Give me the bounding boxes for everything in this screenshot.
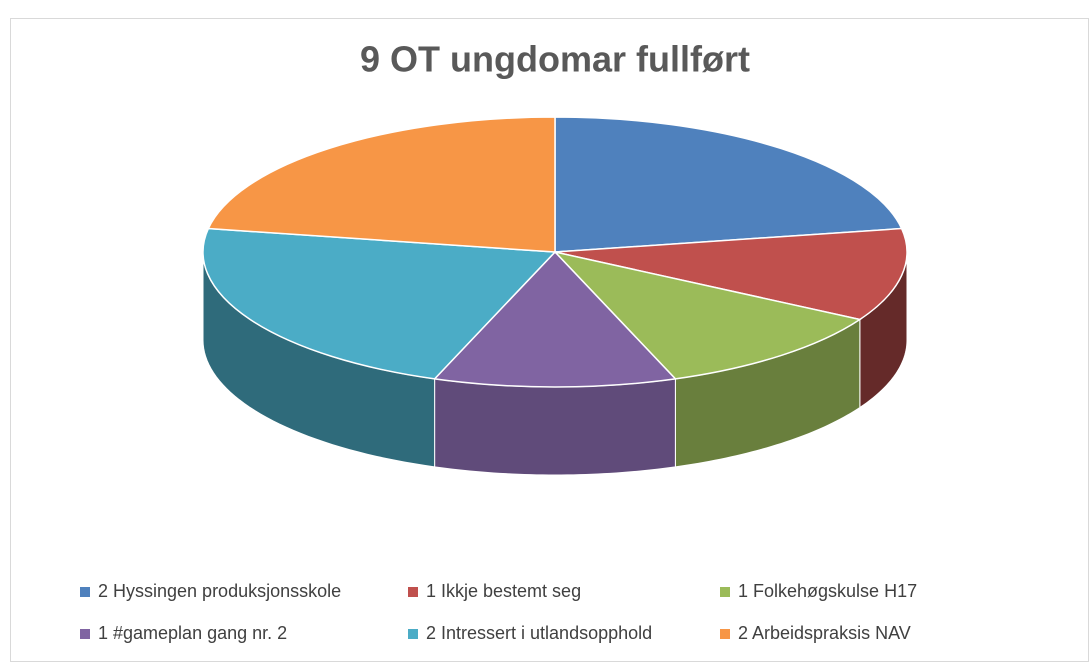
legend-label: 1 #gameplan gang nr. 2	[98, 623, 287, 643]
legend-label: 2 Hyssingen produksjonsskole	[98, 581, 341, 601]
legend-label: 1 Ikkje bestemt seg	[426, 581, 581, 601]
legend-label: 2 Intressert i utlandsopphold	[426, 623, 652, 643]
pie-slice	[554, 116, 903, 253]
legend-swatch	[80, 629, 90, 639]
pie-slice	[433, 250, 677, 388]
legend-swatch	[408, 629, 418, 639]
pie-slice	[552, 250, 862, 380]
legend-swatch	[720, 629, 730, 639]
pie-slice	[202, 227, 557, 380]
legend-label: 2 Arbeidspraksis NAV	[738, 623, 911, 643]
slice-side	[434, 378, 676, 476]
legend-swatch	[408, 587, 418, 597]
legend-label: 1 Folkehøgskulse H17	[738, 581, 917, 601]
pie-slice	[207, 116, 556, 253]
chart-title: 9 OT ungdomar fullført	[360, 39, 750, 80]
pie-slice	[554, 227, 908, 321]
legend-swatch	[720, 587, 730, 597]
legend-swatch	[80, 587, 90, 597]
